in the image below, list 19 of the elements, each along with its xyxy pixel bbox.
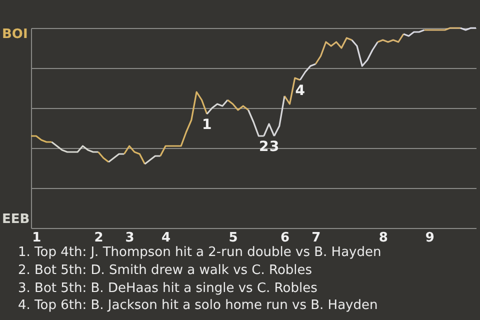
series-label: 3 <box>269 139 280 155</box>
x-tick-label: 5 <box>228 230 238 246</box>
text: 4. Top 6th: B. Jackson hit a solo home run vs B. Hayden <box>18 297 379 316</box>
x-tick-label: 9 <box>425 230 434 246</box>
x-tick-label: 8 <box>378 230 388 246</box>
text: 2. Bot 5th: D. Smith drew a walk vs C. Robles <box>18 262 314 280</box>
x-tick-label: 1 <box>32 230 42 246</box>
text: BOI <box>2 27 28 42</box>
series-label: 1 <box>202 117 212 133</box>
series-label: 2 <box>258 139 269 155</box>
text: 1. Top 4th: J. Thompson hit a 2-run double vs B. Hayden <box>18 244 382 262</box>
text: EEB <box>2 212 30 227</box>
x-tick-label: 3 <box>125 230 134 246</box>
text: 3. Bot 5th: B. DeHaas hit a single vs C. Robles <box>18 280 318 298</box>
x-tick-label: 7 <box>312 230 321 246</box>
x-tick-label: 4 <box>162 230 171 246</box>
x-tick-label: 2 <box>94 230 104 246</box>
series-label: 4 <box>295 83 306 99</box>
x-tick-label: 6 <box>280 230 290 246</box>
